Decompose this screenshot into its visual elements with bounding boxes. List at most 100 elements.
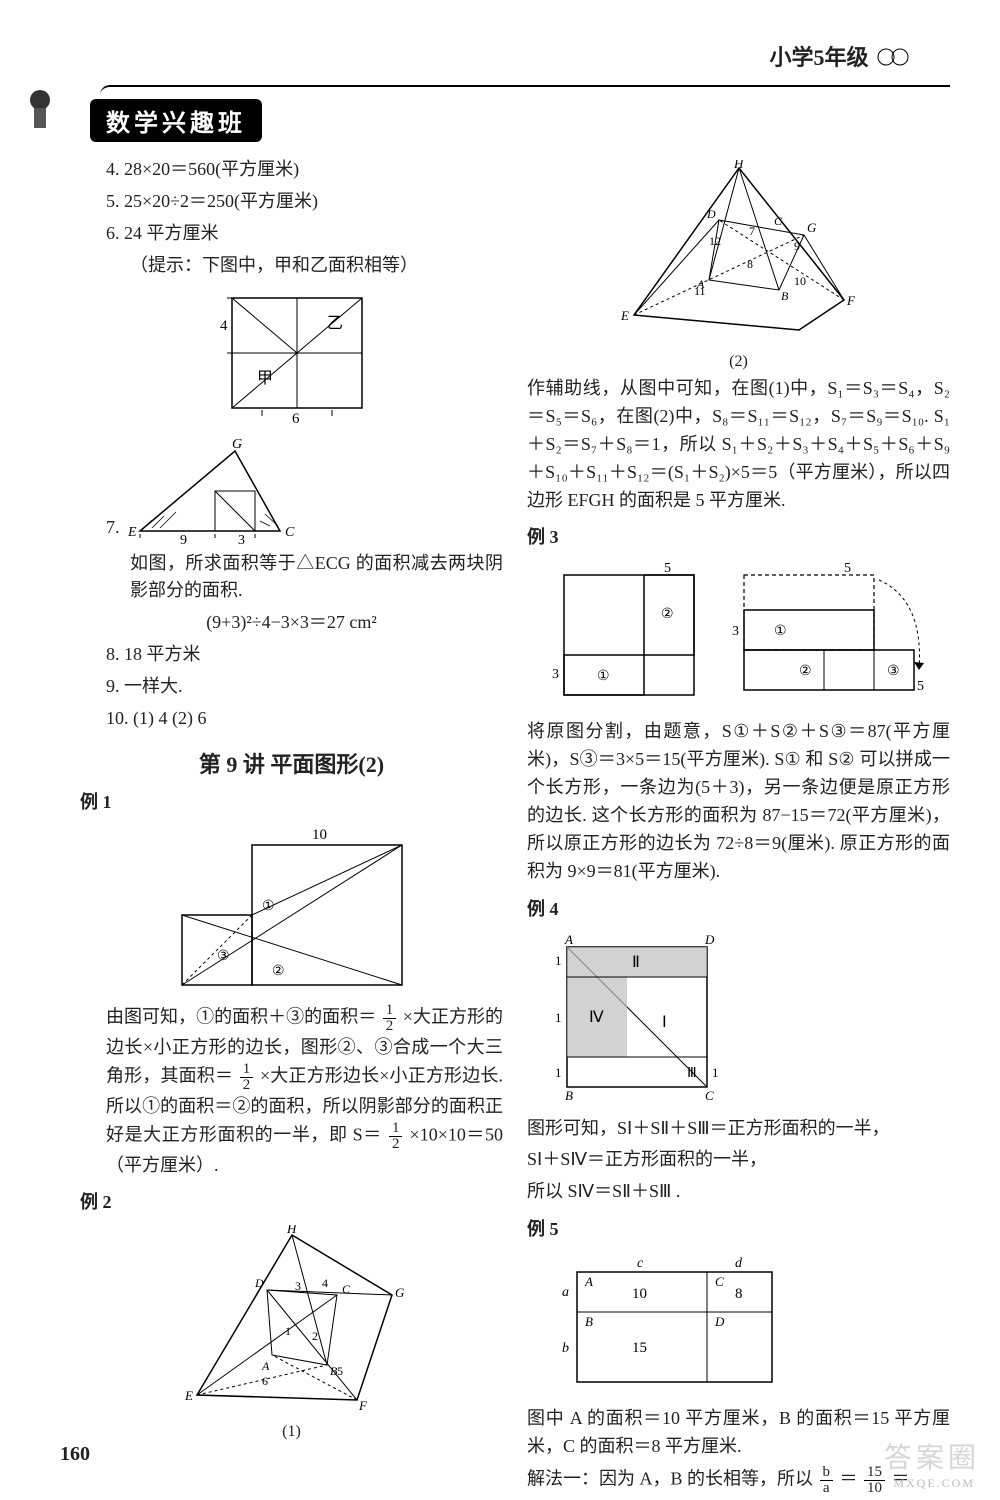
svg-text:D: D	[254, 1276, 264, 1290]
figure-ex4: A D B C Ⅰ Ⅱ Ⅲ Ⅳ 1 1 1 1	[547, 932, 727, 1107]
svg-text:c: c	[637, 1256, 644, 1271]
svg-text:A: A	[564, 932, 573, 947]
svg-text:②: ②	[661, 607, 674, 622]
svg-text:6: 6	[262, 1374, 268, 1388]
section-9-title: 第 9 讲 平面图形(2)	[80, 747, 503, 779]
svg-text:E: E	[127, 525, 137, 540]
item-5: 5. 25×20÷2＝250(平方厘米)	[80, 188, 503, 216]
page-header: 小学5年级	[80, 40, 950, 77]
svg-text:5: 5	[337, 1364, 343, 1378]
item-8: 8. 18 平方米	[80, 641, 503, 669]
right-column: H F E G A B C D 7 8 9 10 11 12 (2) 作辅助线，…	[527, 152, 950, 1500]
item-9: 9. 一样大.	[80, 673, 503, 701]
ex2-text: 作辅助线，从图中可知，在图(1)中，S₁＝S₃＝S₄，S₂＝S₅＝S₆，在图(2…	[527, 375, 950, 514]
example-2-label: 例 2	[80, 1189, 503, 1217]
svg-text:8: 8	[747, 257, 753, 271]
svg-text:D: D	[714, 1314, 725, 1329]
figure-ex2-2: H F E G A B C D 7 8 9 10 11 12	[609, 160, 869, 345]
svg-text:甲: 甲	[257, 370, 273, 387]
svg-text:C: C	[705, 1088, 714, 1103]
svg-text:4: 4	[220, 318, 228, 334]
svg-text:G: G	[395, 1285, 405, 1300]
svg-text:B: B	[781, 289, 789, 303]
figure-ex2-2-caption: (2)	[527, 353, 950, 371]
svg-text:Ⅳ: Ⅳ	[589, 1009, 604, 1026]
svg-text:A: A	[261, 1359, 270, 1373]
svg-text:D: D	[706, 207, 716, 221]
svg-text:乙: 乙	[327, 315, 343, 332]
example-1-label: 例 1	[80, 789, 503, 817]
figure-7: E G C 9 3	[120, 436, 320, 546]
ex1-t1: 由图可知，①的面积＋③的面积＝	[106, 1006, 376, 1026]
svg-text:F: F	[358, 1398, 368, 1413]
svg-text:9: 9	[180, 533, 187, 546]
figure-ex3: 5 3 ① ② 5 3 5 ① ② ③	[549, 560, 929, 710]
svg-text:b: b	[562, 1341, 569, 1356]
svg-text:Ⅰ: Ⅰ	[662, 1014, 667, 1031]
title-banner: 数学兴趣班	[90, 99, 262, 142]
grade-label: 小学5年级	[769, 45, 868, 70]
svg-text:G: G	[807, 220, 817, 235]
figure-ex2-1-caption: (1)	[80, 1423, 503, 1441]
svg-text:12: 12	[709, 234, 721, 248]
svg-text:3: 3	[238, 533, 245, 546]
svg-text:2: 2	[312, 1329, 318, 1343]
svg-text:10: 10	[312, 827, 327, 843]
svg-text:11: 11	[694, 284, 706, 298]
svg-text:G: G	[232, 437, 242, 452]
svg-text:9: 9	[794, 239, 800, 253]
svg-text:10: 10	[794, 274, 806, 288]
svg-text:F: F	[846, 293, 856, 308]
ex4-text-3: 所以 SⅣ＝SⅡ＋SⅢ .	[527, 1178, 950, 1206]
svg-text:5: 5	[917, 679, 924, 694]
svg-text:②: ②	[272, 964, 285, 979]
svg-text:①: ①	[597, 669, 610, 684]
svg-text:H: H	[286, 1225, 297, 1236]
frac-1510: 1510	[864, 1465, 885, 1496]
svg-text:H: H	[733, 160, 744, 171]
svg-text:1: 1	[555, 1065, 562, 1080]
frac-half-2: 12	[240, 1062, 254, 1093]
svg-text:1: 1	[712, 1065, 719, 1080]
example-5-label: 例 5	[527, 1216, 950, 1244]
example-4-label: 例 4	[527, 896, 950, 924]
svg-text:②: ②	[799, 664, 812, 679]
svg-text:3: 3	[732, 624, 739, 639]
svg-text:A: A	[584, 1274, 593, 1289]
svg-text:5: 5	[664, 561, 671, 576]
svg-text:Ⅲ: Ⅲ	[687, 1066, 697, 1081]
item-4: 4. 28×20＝560(平方厘米)	[80, 156, 503, 184]
frac-half-3: 12	[389, 1121, 403, 1152]
svg-text:1: 1	[285, 1324, 291, 1338]
svg-text:4: 4	[322, 1276, 328, 1290]
svg-text:C: C	[342, 1282, 351, 1296]
item-7-text-1: 如图，所求面积等于△ECG 的面积减去两块阴影部分的面积.	[80, 550, 503, 606]
ex1-text: 由图可知，①的面积＋③的面积＝ 12 ×大正方形的边长×小正方形的边长，图形②、…	[80, 1003, 503, 1180]
figure-6: 4 6 甲 乙	[202, 288, 382, 428]
curve-line	[100, 85, 950, 95]
svg-text:D: D	[704, 932, 715, 947]
svg-text:①: ①	[774, 624, 787, 639]
svg-text:3: 3	[552, 667, 559, 682]
svg-text:a: a	[562, 1285, 569, 1300]
item-6-hint: （提示：下图中，甲和乙面积相等）	[80, 252, 503, 280]
svg-text:C: C	[285, 525, 295, 540]
svg-text:①: ①	[262, 899, 275, 914]
watermark-url: MXQE.COM	[893, 1476, 975, 1491]
page-number: 160	[60, 1443, 90, 1466]
figure-ex5: c d a b A B C D 10 8 15	[547, 1252, 787, 1397]
svg-text:E: E	[184, 1388, 193, 1403]
svg-text:E: E	[620, 308, 629, 323]
svg-text:③: ③	[217, 949, 230, 964]
svg-text:8: 8	[735, 1286, 743, 1302]
svg-text:10: 10	[632, 1286, 647, 1302]
item-10: 10. (1) 4 (2) 6	[80, 705, 503, 733]
svg-text:3: 3	[295, 1279, 301, 1293]
figure-ex1: 10 ① ② ③	[162, 825, 422, 995]
svg-text:C: C	[774, 214, 783, 228]
frac-half-1: 12	[383, 1003, 397, 1034]
left-column: 4. 28×20＝560(平方厘米) 5. 25×20÷2＝250(平方厘米) …	[80, 152, 503, 1500]
svg-text:7: 7	[749, 224, 755, 238]
svg-text:C: C	[715, 1274, 724, 1289]
ex5-sol-prefix: 解法一：因为 A，B 的长相等，所以	[527, 1469, 813, 1489]
